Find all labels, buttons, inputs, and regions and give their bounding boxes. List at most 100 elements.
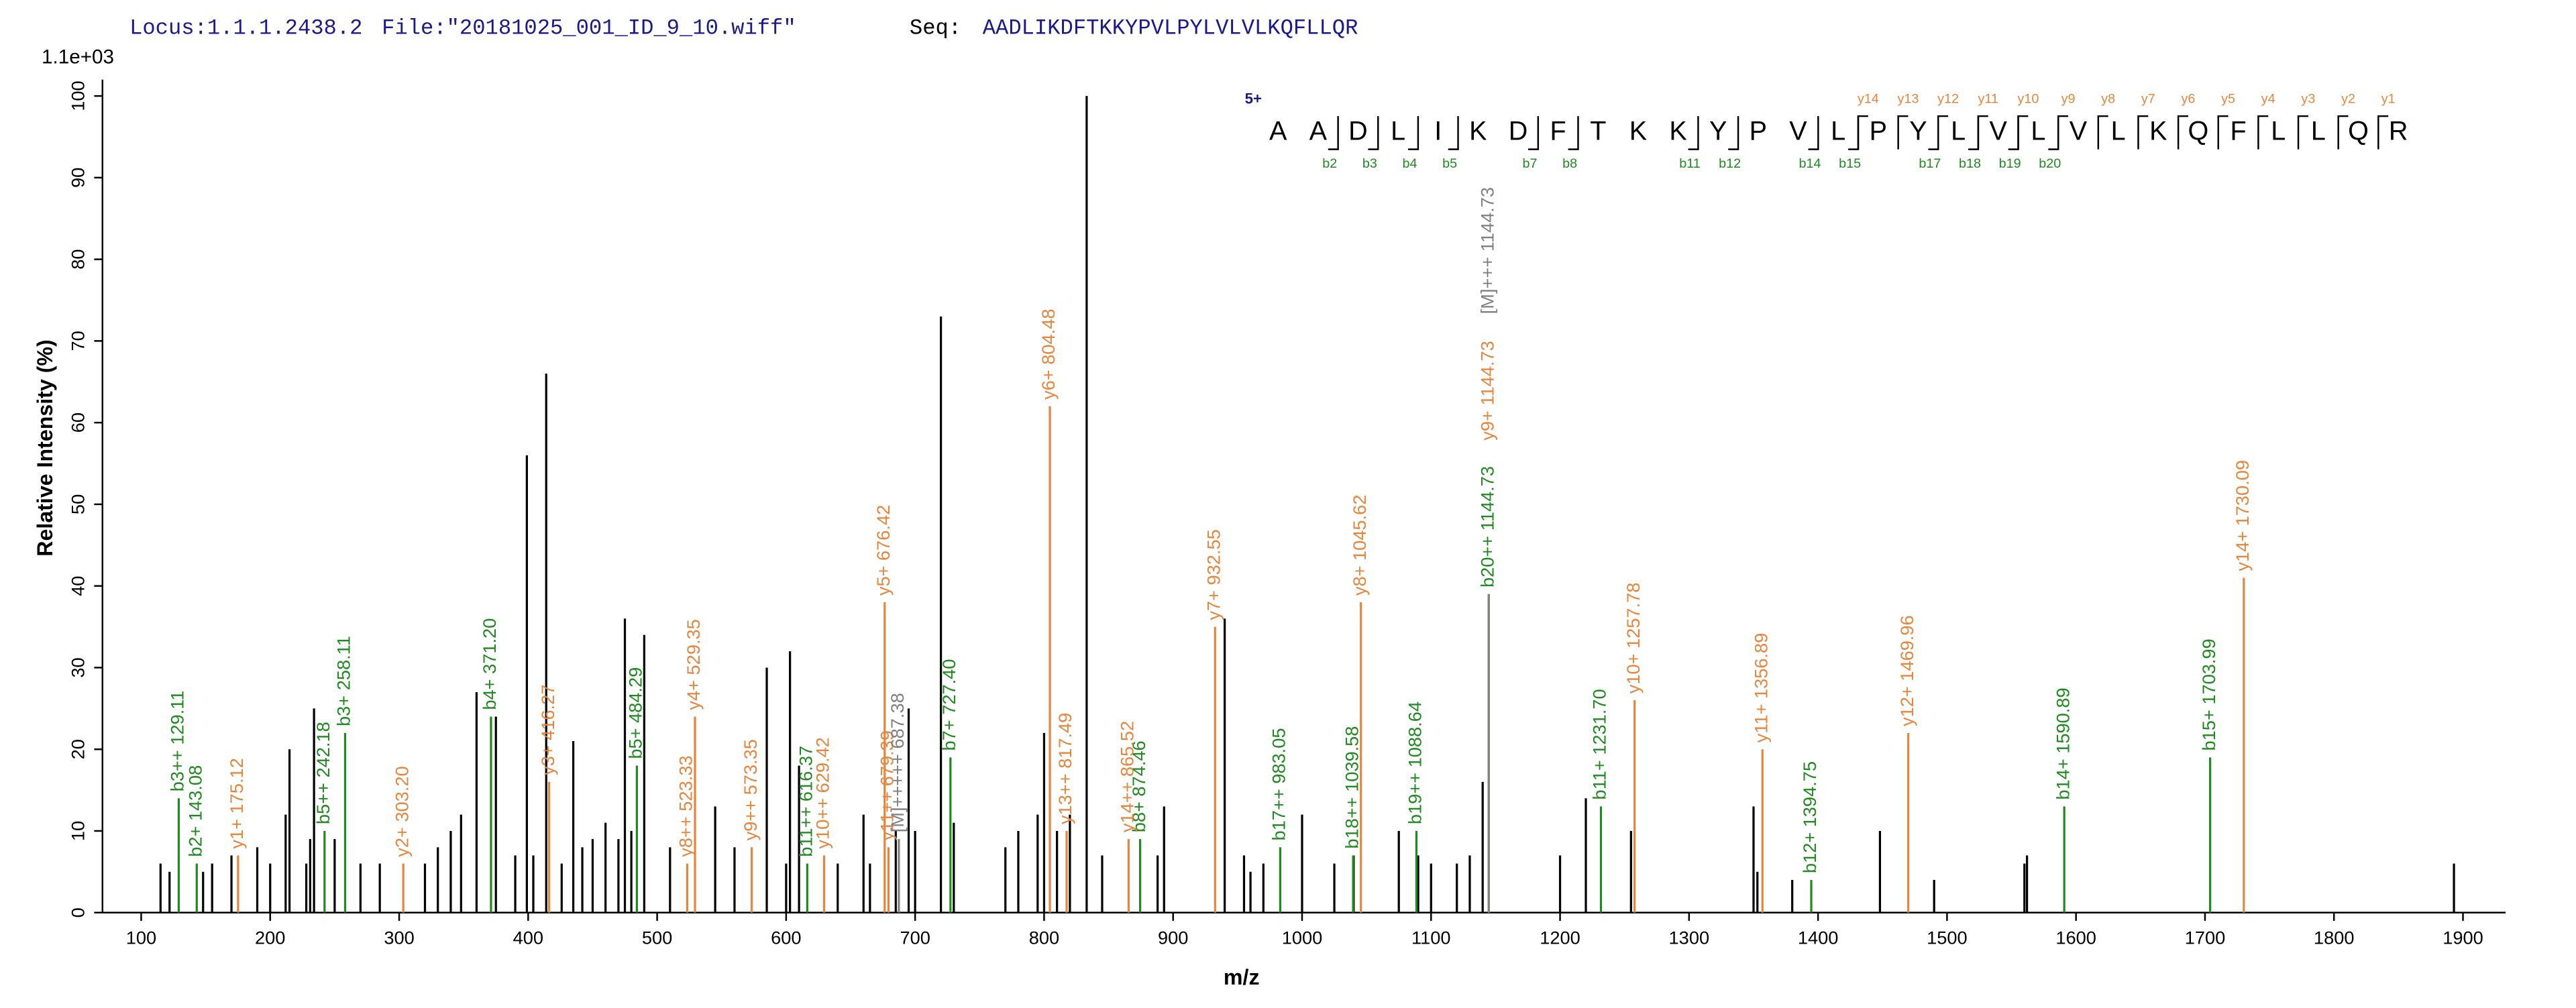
y-bracket (2137, 115, 2149, 150)
peak-label: b11++ 616.37 (796, 746, 816, 857)
residue: K (2149, 116, 2167, 146)
peak-label: b3++ 129.11 (167, 691, 188, 792)
b-bracket (1368, 116, 1379, 150)
b-bracket (1328, 116, 1339, 150)
x-tick-label: 900 (1158, 928, 1188, 948)
peak-label: b2+ 143.08 (184, 765, 205, 857)
peak-label: y5+ 676.42 (873, 505, 894, 596)
y-tick-label: 90 (67, 168, 88, 188)
x-tick-label: 200 (255, 928, 285, 948)
x-tick-label: 500 (642, 928, 672, 948)
x-tick-label: 1600 (2055, 928, 2096, 948)
y-bracket (2257, 115, 2269, 150)
x-tick-label: 1200 (1540, 928, 1580, 948)
y-tick-label: 20 (67, 739, 88, 759)
peak-label: y9+ 1144.73 (1477, 341, 1497, 441)
peak-label: b4+ 371.20 (479, 618, 500, 710)
peak-label: y7+ 932.55 (1203, 529, 1224, 620)
x-tick-label: 700 (900, 928, 930, 948)
locus: Locus:1.1.1.2438.2 (129, 16, 362, 41)
y-tick-label: 0 (67, 907, 88, 917)
y-ion-label: y13 (1898, 92, 1919, 107)
y-bracket (2377, 115, 2389, 150)
b-bracket (1968, 116, 1980, 150)
peak-label: b3+ 258.11 (333, 636, 354, 726)
y-ion-label: y3 (2301, 92, 2315, 107)
y-ion-label: y6 (2182, 92, 2196, 107)
y-tick-label: 10 (67, 821, 88, 841)
peak-label: [M]+++ 1144.73 (1477, 187, 1497, 314)
peak-label: y8+ 1045.62 (1349, 495, 1370, 596)
b-bracket (2048, 116, 2059, 150)
residue: F (2230, 116, 2246, 146)
y-tick-label: 30 (67, 657, 88, 677)
y-ion-label: y11 (1978, 92, 1998, 107)
seq-label: Seq: (910, 16, 961, 41)
b-ion-label: b2 (1322, 156, 1337, 171)
x-tick-label: 1500 (1927, 928, 1968, 948)
peak-label: b15+ 1703.99 (2198, 638, 2219, 750)
residue: F (1550, 116, 1566, 146)
residue: P (1750, 116, 1767, 146)
x-tick-label: 1300 (1669, 928, 1710, 948)
residue: L (1391, 116, 1405, 146)
y-bracket (2057, 115, 2069, 150)
charge: 5+ (1245, 90, 1262, 107)
peak-label: b8+ 874.46 (1128, 740, 1149, 832)
y-ion-label: y7 (2141, 92, 2155, 107)
y-bracket (1977, 115, 1988, 150)
y-ion-label: y14 (1858, 92, 1879, 107)
peak-label: [M]+++++ 687.38 (887, 693, 908, 832)
residue: V (1789, 116, 1807, 146)
x-tick-label: 400 (513, 928, 543, 948)
scale-label: 1.1e+03 (42, 46, 114, 68)
peak-label: b5++ 242.18 (313, 722, 333, 824)
peak-label: b11+ 1231.70 (1589, 689, 1610, 799)
y-tick-label: 50 (67, 494, 88, 514)
residue: A (1309, 116, 1328, 146)
peak-label: y10++ 629.42 (812, 737, 833, 848)
x-tick-label: 800 (1029, 928, 1059, 948)
residue: R (2389, 116, 2408, 146)
residue: K (1629, 116, 1647, 146)
b-bracket (1568, 116, 1579, 150)
file: File:"20181025_001_ID_9_10.wiff" (382, 16, 796, 41)
y-bracket (2337, 115, 2349, 150)
x-tick-label: 1700 (2185, 928, 2226, 948)
peak-label: b17++ 983.05 (1269, 728, 1289, 841)
y-tick-label: 40 (67, 576, 88, 596)
y-bracket (1937, 115, 1949, 150)
peak-label: y12+ 1469.96 (1896, 615, 1917, 726)
y-tick-label: 80 (67, 249, 88, 270)
x-tick-label: 1800 (2314, 928, 2355, 948)
residue: K (1469, 116, 1487, 146)
peak-label: y13++ 817.49 (1055, 713, 1075, 824)
x-tick-label: 1100 (1411, 928, 1451, 948)
b-bracket (1848, 116, 1860, 150)
peak-label: b19++ 1088.64 (1405, 702, 1426, 824)
y-bracket (2017, 115, 2029, 150)
residue: Q (2348, 116, 2369, 146)
y-ion-label: y10 (2017, 92, 2039, 107)
peak-label: y10+ 1257.78 (1623, 583, 1644, 694)
y-ion-label: y5 (2221, 92, 2235, 107)
b-bracket (1928, 116, 1939, 150)
residue: K (1669, 116, 1686, 146)
b-bracket (1688, 116, 1699, 150)
peak-label: y14++ 865.52 (1117, 721, 1138, 832)
residue: D (1348, 116, 1368, 146)
residue: T (1590, 116, 1606, 146)
residue: Y (1909, 116, 1927, 146)
y-bracket (1897, 115, 1909, 150)
x-axis-title: m/z (1224, 965, 1260, 989)
b-bracket (1448, 116, 1459, 150)
b-ion-label: b7 (1522, 156, 1537, 171)
peak-label: y8++ 523.33 (676, 756, 696, 857)
b-ion-label: b5 (1442, 156, 1457, 171)
b-ion-label: b15 (1839, 156, 1861, 171)
residue: L (2311, 116, 2326, 146)
peak-label: y11++ 679.39 (877, 730, 898, 840)
sequence: AADLIKDFTKKYPVLPYLVLVLKQFLLQR (983, 16, 1358, 41)
residue: I (1434, 116, 1442, 146)
